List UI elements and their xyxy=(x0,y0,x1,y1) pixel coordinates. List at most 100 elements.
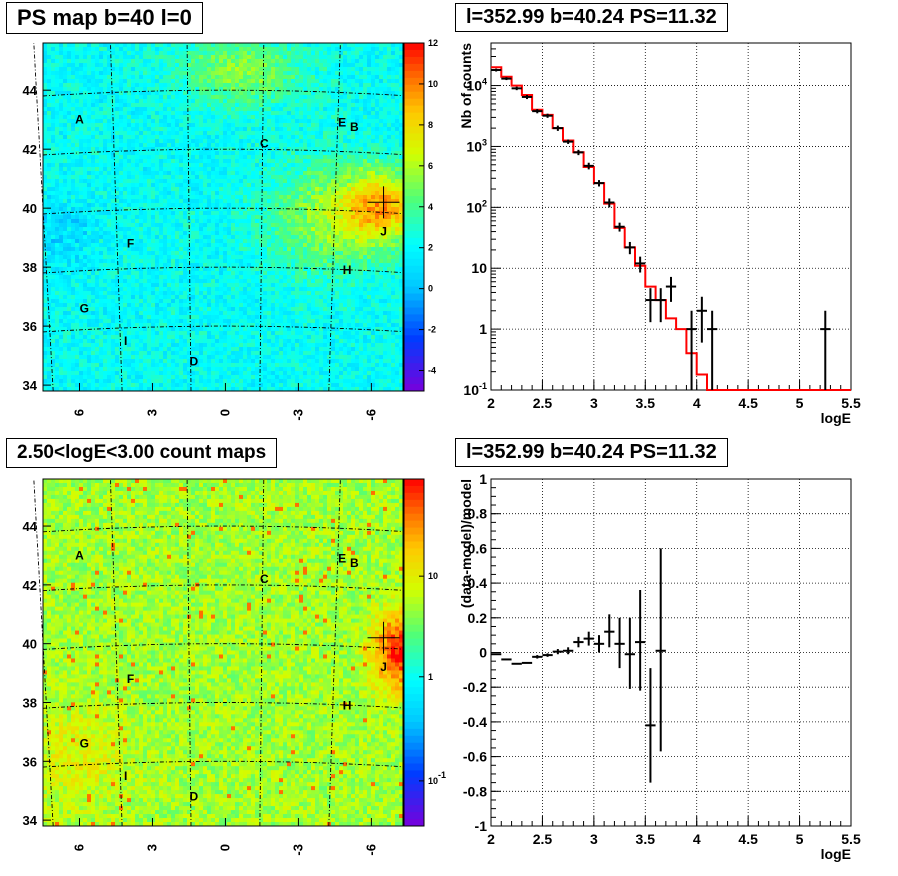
x-tick-label: 3.5 xyxy=(636,395,656,411)
x-tick-label: 4.5 xyxy=(738,831,758,847)
y-tick-label: -0.8 xyxy=(463,783,487,799)
x-tick-label: 3 xyxy=(144,409,159,416)
palette-tick-label: 2 xyxy=(428,243,433,253)
x-tick-label: -6 xyxy=(363,409,378,421)
x-tick-label: 5 xyxy=(796,831,804,847)
x-tick-label: 2 xyxy=(487,831,495,847)
x-tick-label: 0 xyxy=(217,844,232,851)
y-tick-label: 0.2 xyxy=(468,610,488,626)
heatmap-cells xyxy=(43,43,403,391)
counts-spectrum-title: l=352.99 b=40.24 PS=11.32 xyxy=(455,3,728,32)
palette-tick-label: -4 xyxy=(428,366,436,376)
region-label: F xyxy=(127,672,134,686)
x-tick-label: 4 xyxy=(693,395,701,411)
region-label: J xyxy=(380,660,387,674)
palette-tick-label: 4 xyxy=(428,202,433,212)
y-tick-label: 36 xyxy=(23,319,37,334)
y-tick-label: -1 xyxy=(475,818,488,834)
y-axis-label: Nb of counts xyxy=(458,43,474,129)
x-tick-label: -3 xyxy=(290,844,305,856)
y-tick-label: 36 xyxy=(23,754,37,769)
x-tick-label: -6 xyxy=(363,844,378,856)
x-tick-label: 3 xyxy=(144,844,159,851)
region-label: A xyxy=(75,113,84,127)
region-label: B xyxy=(350,120,359,134)
y-tick-label: 0 xyxy=(479,645,487,661)
x-tick-label: 4 xyxy=(693,831,701,847)
region-label: I xyxy=(124,769,127,783)
palette-tick-label: 10 xyxy=(428,571,438,581)
x-tick-label: 0 xyxy=(217,409,232,416)
region-label: B xyxy=(350,556,359,570)
region-label: G xyxy=(80,737,89,751)
y-tick-label: 38 xyxy=(23,260,37,275)
y-tick-label: 38 xyxy=(23,695,37,710)
y-tick-label: -0.6 xyxy=(463,749,487,765)
x-tick-label: 5 xyxy=(796,395,804,411)
x-tick-label: 4.5 xyxy=(738,395,758,411)
x-axis-label: logE xyxy=(821,410,851,426)
palette-tick-label: 10-1 xyxy=(428,770,446,786)
heatmap-cells xyxy=(43,479,403,826)
y-tick-label: -0.4 xyxy=(463,714,487,730)
plot-frame xyxy=(491,43,851,390)
x-tick-label: 6 xyxy=(71,409,86,416)
ps-map-title: PS map b=40 l=0 xyxy=(6,2,203,34)
region-label: F xyxy=(127,237,134,251)
region-label: E xyxy=(338,116,346,130)
y-tick-label: 10-1 xyxy=(463,381,487,398)
x-tick-label: 2.5 xyxy=(533,831,553,847)
x-tick-label: -3 xyxy=(290,409,305,421)
palette-tick-label: -2 xyxy=(428,325,436,335)
y-tick-label: 40 xyxy=(23,201,37,216)
count-map-title: 2.50<logE<3.00 count maps xyxy=(6,438,277,468)
y-tick-label: 1 xyxy=(479,471,487,487)
palette-tick-label: 0 xyxy=(428,284,433,294)
y-tick-label: 102 xyxy=(466,198,487,215)
residuals-title: l=352.99 b=40.24 PS=11.32 xyxy=(455,438,728,467)
y-tick-label: 42 xyxy=(23,578,37,593)
region-label: J xyxy=(380,225,387,239)
x-axis-label: logE xyxy=(821,846,851,862)
x-tick-label: 3.5 xyxy=(636,831,656,847)
region-label: C xyxy=(260,136,269,150)
x-tick-label: 3 xyxy=(590,395,598,411)
region-label: H xyxy=(343,698,352,712)
region-label: G xyxy=(80,301,89,315)
x-tick-label: 6 xyxy=(71,844,86,851)
region-label: D xyxy=(189,355,198,369)
y-tick-label: 34 xyxy=(23,813,38,828)
palette-tick-label: 6 xyxy=(428,161,433,171)
y-tick-label: -0.2 xyxy=(463,679,487,695)
y-tick-label: 34 xyxy=(23,378,38,393)
palette-tick-label: 8 xyxy=(428,120,433,130)
y-tick-label: 40 xyxy=(23,637,37,652)
color-palette: 12 10 8 6 4 2 0 -2 -4 xyxy=(404,38,438,392)
y-tick-label: 44 xyxy=(23,83,38,98)
y-tick-label: 1 xyxy=(479,321,487,337)
x-tick-label: 3 xyxy=(590,831,598,847)
region-label: D xyxy=(189,790,198,804)
y-axis-label: (data-model)/model xyxy=(458,479,474,608)
x-tick-label: 5.5 xyxy=(841,395,861,411)
region-label: I xyxy=(124,334,127,348)
palette-tick-label: 10 xyxy=(428,79,438,89)
y-tick-label: 103 xyxy=(466,137,487,154)
region-label: C xyxy=(260,572,269,586)
region-label: E xyxy=(338,551,346,565)
region-label: H xyxy=(343,263,352,277)
x-tick-label: 2 xyxy=(487,395,495,411)
y-tick-label: 10 xyxy=(471,260,487,276)
palette-tick-label: 12 xyxy=(428,38,438,48)
